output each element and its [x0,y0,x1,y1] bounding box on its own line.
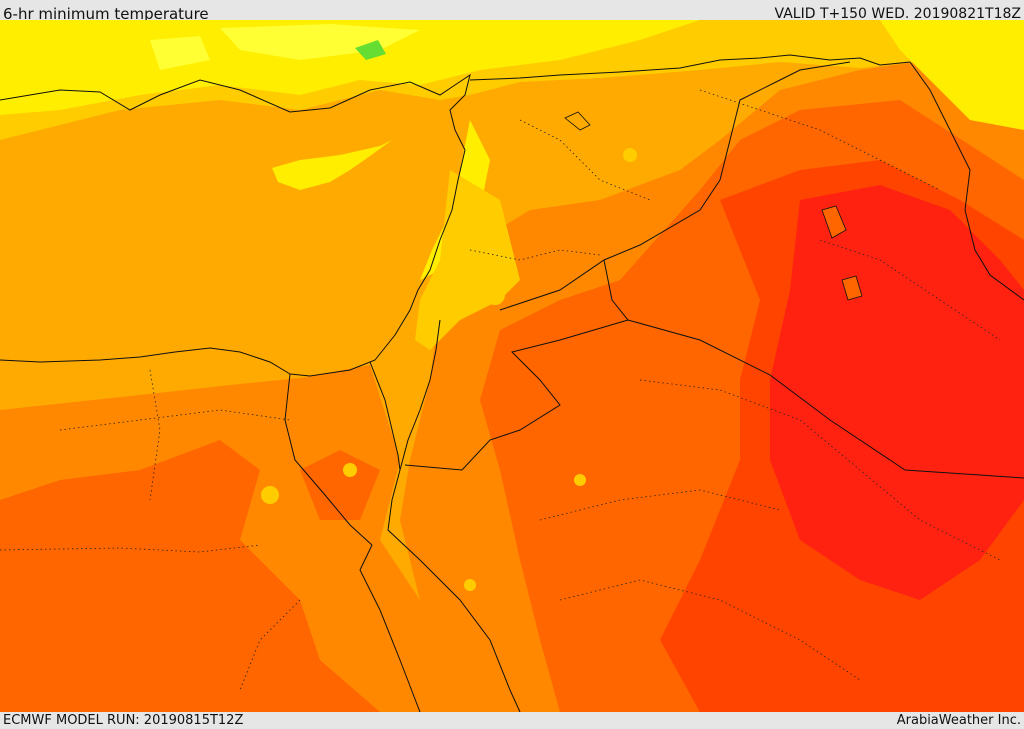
field-red-core [770,185,1024,600]
map-boundary-line [0,544,261,553]
field-green-peak [355,40,386,60]
field-spot-2 [485,285,505,305]
field-gold-levant [415,170,520,350]
map-boundary-line [819,239,1001,341]
egypt-north-coast [0,347,291,375]
internal-boundaries [0,89,1001,691]
syria-turkey-border [469,54,911,81]
map-boundary-line [539,489,781,521]
syria-iraq-border [719,61,851,181]
field-yellow-ne [880,20,1024,130]
field-cyprus [272,140,392,190]
red-sea-east [387,469,521,712]
red-sea-west [359,544,421,712]
gulf-of-suez [284,373,373,546]
model-run-label: ECMWF MODEL RUN: 20190815T12Z [3,713,244,728]
field-spot-5 [464,579,476,591]
map-boundary-line [519,119,651,201]
valid-time-label: VALID T+150 WED. 20190821T18Z [774,6,1021,22]
field-spot-4 [343,463,357,477]
field-dark-orange-africa [0,440,380,712]
iraq-saudi-border [603,259,1024,479]
map-boundary-line [559,579,861,681]
field-spot-3 [261,486,279,504]
turkey-south-coast [0,73,471,151]
levant-coast [289,149,466,377]
field-lightyellow-peaks [150,24,420,70]
temperature-map[interactable] [0,20,1024,712]
jordan-iraq-border [499,179,721,311]
lake-tharthar [821,205,847,239]
credit-label: ArabiaWeather Inc. [896,713,1021,728]
lake-razazah [841,275,863,301]
dead-sea-jordan [399,319,441,471]
political-borders [0,54,1024,712]
map-title: 6-hr minimum temperature [3,5,209,23]
field-red-south [760,590,980,712]
iran-iraq-border [909,61,1024,301]
field-dark-orange-sinai [300,450,380,520]
field-spot-1 [623,148,637,162]
map-boundary-line [699,89,941,191]
lake-assad [564,111,591,131]
jordan-saudi-border [404,319,629,471]
map-boundary-line [239,599,301,691]
field-spot-6 [574,474,586,486]
sinai-west [369,361,401,471]
map-canvas [0,20,1024,712]
